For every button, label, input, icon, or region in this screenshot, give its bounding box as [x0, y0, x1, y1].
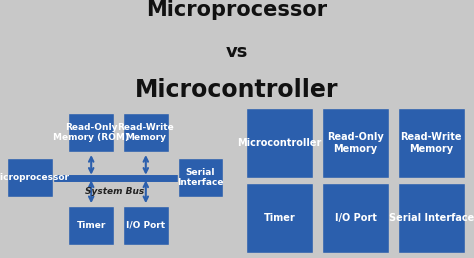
Text: Read-Only
Memory: Read-Only Memory — [327, 132, 384, 154]
Text: Microprocessor: Microprocessor — [0, 173, 69, 182]
Text: I/O Port: I/O Port — [126, 221, 165, 230]
Text: Serial Interface: Serial Interface — [389, 213, 474, 223]
Text: I/O Port: I/O Port — [335, 213, 376, 223]
FancyBboxPatch shape — [246, 183, 313, 253]
FancyBboxPatch shape — [7, 158, 53, 197]
Text: Serial
Interface: Serial Interface — [177, 168, 224, 187]
FancyBboxPatch shape — [246, 108, 313, 178]
Text: Microcontroller: Microcontroller — [237, 138, 322, 148]
FancyBboxPatch shape — [178, 158, 223, 197]
Text: System Bus: System Bus — [85, 187, 145, 196]
Text: Microcontroller: Microcontroller — [135, 78, 339, 102]
Text: Read-Write
Memory: Read-Write Memory — [118, 123, 174, 142]
FancyBboxPatch shape — [123, 206, 169, 245]
Text: Read-Only
Memory (ROM): Read-Only Memory (ROM) — [53, 123, 129, 142]
FancyBboxPatch shape — [322, 108, 389, 178]
Text: Microprocessor: Microprocessor — [146, 0, 328, 20]
FancyBboxPatch shape — [398, 183, 465, 253]
FancyBboxPatch shape — [68, 113, 114, 152]
Text: Timer: Timer — [264, 213, 295, 223]
Text: Read-Write
Memory: Read-Write Memory — [401, 132, 462, 154]
Text: Timer: Timer — [76, 221, 106, 230]
FancyBboxPatch shape — [398, 108, 465, 178]
Text: vs: vs — [226, 43, 248, 61]
FancyBboxPatch shape — [322, 183, 389, 253]
FancyBboxPatch shape — [68, 206, 114, 245]
FancyBboxPatch shape — [123, 113, 169, 152]
